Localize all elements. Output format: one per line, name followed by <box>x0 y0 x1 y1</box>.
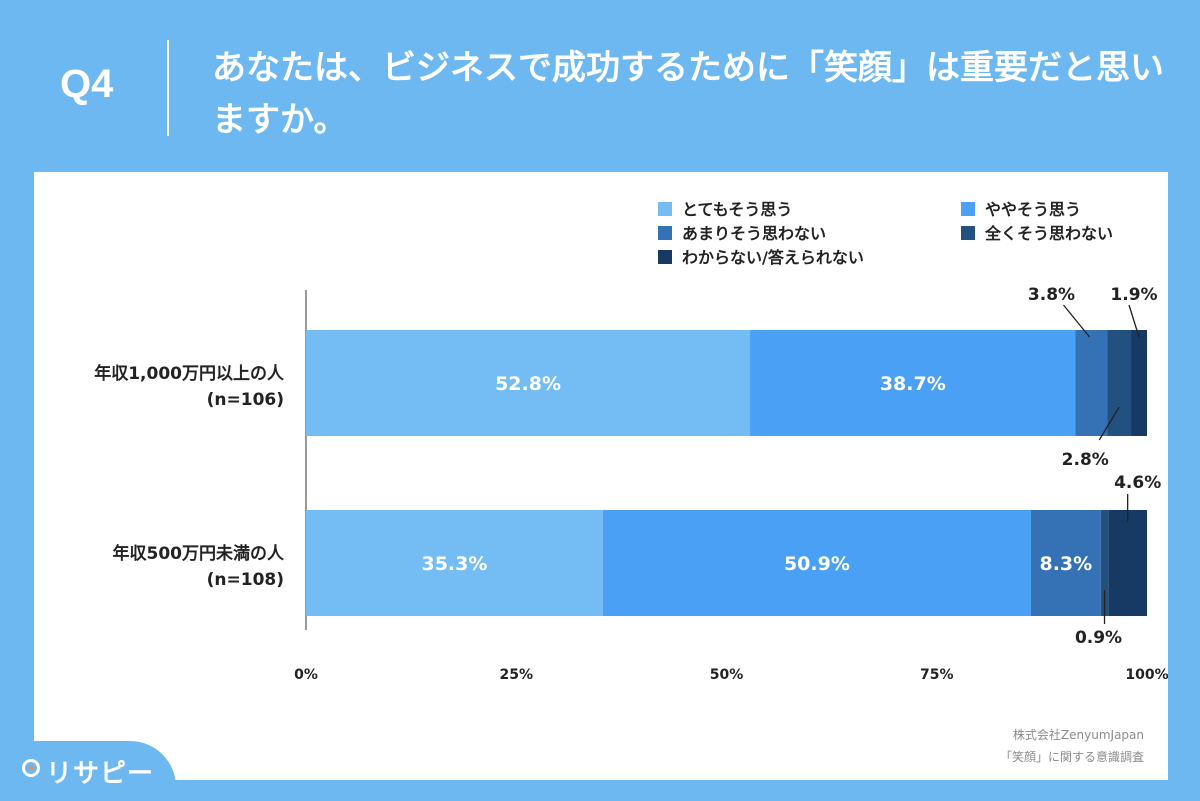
brand-logo: リサピー <box>0 741 176 801</box>
legend-label: とてもそう思う <box>682 200 792 219</box>
legend-label: 全くそう思わない <box>984 224 1113 243</box>
x-tick-label: 100% <box>1125 667 1168 683</box>
source-survey: 「笑顔」に関する意識調査 <box>999 750 1144 764</box>
bar-segment <box>1075 330 1108 436</box>
source-credit: 株式会社ZenyumJapan 「笑顔」に関する意識調査 <box>1000 724 1144 768</box>
question-number: Q4 <box>60 62 114 106</box>
x-tick-label: 0% <box>294 667 318 683</box>
chart-panel: とてもそう思う ややそう思うあまりそう思わない 全くそう思わないわからない/答えられ… <box>34 172 1168 780</box>
bar-segment <box>306 330 751 436</box>
callout-leader <box>1062 304 1090 338</box>
header-divider <box>167 40 169 136</box>
question-text: あなたは、ビジネスで成功するために「笑顔」は重要だと思いますか。 <box>212 48 1164 140</box>
category-label: 年収500万円未満の人 <box>113 543 285 564</box>
legend-swatch <box>658 202 672 216</box>
bar-segment <box>306 510 603 616</box>
bar-segment <box>1100 510 1109 616</box>
legend-swatch <box>658 226 672 240</box>
legend-swatch <box>961 202 975 216</box>
legend-swatch <box>658 250 672 264</box>
data-label: 1.9% <box>1110 285 1157 305</box>
x-tick-label: 50% <box>710 667 744 683</box>
data-label: 52.8% <box>495 373 561 395</box>
callout-leader <box>1098 406 1120 441</box>
pin-icon <box>22 759 40 777</box>
legend-label: あまりそう思わない <box>682 224 826 243</box>
data-label: 2.8% <box>1062 450 1109 470</box>
bar-segment <box>1108 510 1147 616</box>
callout-leader <box>1128 304 1140 338</box>
category-n-label: (n=106) <box>207 390 284 410</box>
question-header: Q4 あなたは、ビジネスで成功するために「笑顔」は重要だと思いますか。 <box>0 0 1200 170</box>
bar-segment <box>1030 510 1101 616</box>
category-n-label: (n=108) <box>207 570 284 590</box>
legend-label: わからない/答えられない <box>682 248 864 267</box>
data-label: 50.9% <box>784 553 850 575</box>
legend-label: ややそう思う <box>985 200 1081 219</box>
brand-name: リサピー <box>46 759 155 789</box>
data-label: 3.8% <box>1028 285 1075 305</box>
data-label: 8.3% <box>1039 553 1092 575</box>
bar-segment <box>1107 330 1132 436</box>
source-company: 株式会社ZenyumJapan <box>1012 728 1144 742</box>
bar-segment <box>602 510 1031 616</box>
bar-segment <box>1131 330 1147 436</box>
legend-swatch <box>961 226 975 240</box>
data-label: 4.6% <box>1114 473 1161 493</box>
data-label: 0.9% <box>1075 628 1122 648</box>
data-label: 38.7% <box>880 373 946 395</box>
x-tick-label: 25% <box>499 667 533 683</box>
bar-segment <box>750 330 1076 436</box>
data-label: 35.3% <box>421 553 487 575</box>
x-tick-label: 75% <box>920 667 954 683</box>
category-label: 年収1,000万円以上の人 <box>94 363 285 384</box>
